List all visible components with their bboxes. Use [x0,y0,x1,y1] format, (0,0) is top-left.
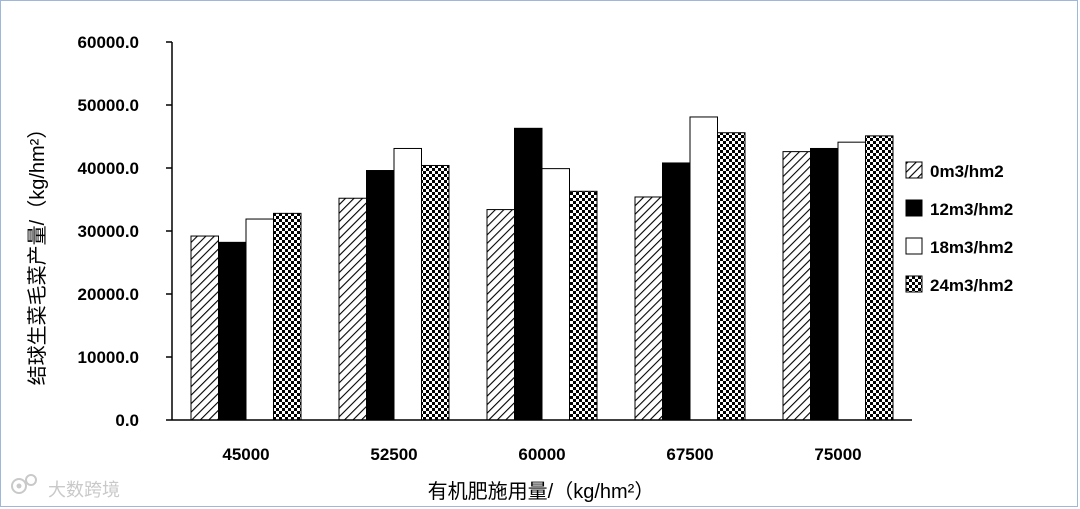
y-tick-label: 20000.0 [78,285,139,304]
axes [171,42,912,421]
legend-swatch [905,275,923,293]
legend: 0m3/hm2 12m3/hm2 18m3/hm2 24m3/hm2 [905,161,1013,295]
bar-24m3/hm2 [865,135,894,421]
bar-18m3/hm2 [837,141,866,421]
x-axis-title: 有机肥施用量/（kg/hm²） [428,480,655,503]
bar-18m3/hm2 [541,168,570,421]
bars [190,116,894,421]
bar-0m3/hm2 [486,209,515,421]
watermark: 大数跨境 [10,472,120,502]
legend-swatch [905,161,923,179]
legend-label: 0m3/hm2 [930,162,1004,181]
legend-label: 12m3/hm2 [930,200,1013,219]
x-axis-ticks: 45000 52500 60000 67500 75000 [222,445,861,464]
bar-12m3/hm2 [662,162,691,421]
bar-12m3/hm2 [366,170,395,421]
bar-24m3/hm2 [569,190,598,421]
legend-label: 24m3/hm2 [930,276,1013,295]
y-tick-label: 50000.0 [78,96,139,115]
bar-12m3/hm2 [218,241,247,421]
x-tick-label: 67500 [666,445,713,464]
bar-0m3/hm2 [338,197,367,421]
x-tick-label: 60000 [518,445,565,464]
camera-logo-icon [10,472,48,501]
bar-12m3/hm2 [514,127,543,421]
y-tick-label: 30000.0 [78,222,139,241]
bar-24m3/hm2 [421,164,450,421]
legend-swatch [905,199,923,217]
x-tick-label: 45000 [222,445,269,464]
bar-12m3/hm2 [810,147,839,421]
bar-18m3/hm2 [393,147,422,421]
bar-18m3/hm2 [689,116,718,421]
bar-0m3/hm2 [190,235,219,421]
x-tick-label: 75000 [814,445,861,464]
legend-label: 18m3/hm2 [930,238,1013,257]
bar-24m3/hm2 [273,212,302,421]
y-axis-title: 结球生菜毛菜产量/（kg/hm²） [26,119,49,386]
bar-0m3/hm2 [634,196,663,421]
legend-swatch [905,237,923,255]
y-tick-label: 0.0 [115,411,139,430]
y-tick-label: 60000.0 [78,33,139,52]
bar-24m3/hm2 [717,132,746,421]
y-axis-ticks: 0.0 10000.0 20000.0 30000.0 40000.0 50000.0 60… [78,33,172,430]
y-tick-label: 10000.0 [78,348,139,367]
x-tick-label: 52500 [370,445,417,464]
y-tick-label: 40000.0 [78,159,139,178]
bar-0m3/hm2 [782,151,811,421]
watermark-text: 大数跨境 [48,480,120,501]
bar-18m3/hm2 [245,218,274,421]
